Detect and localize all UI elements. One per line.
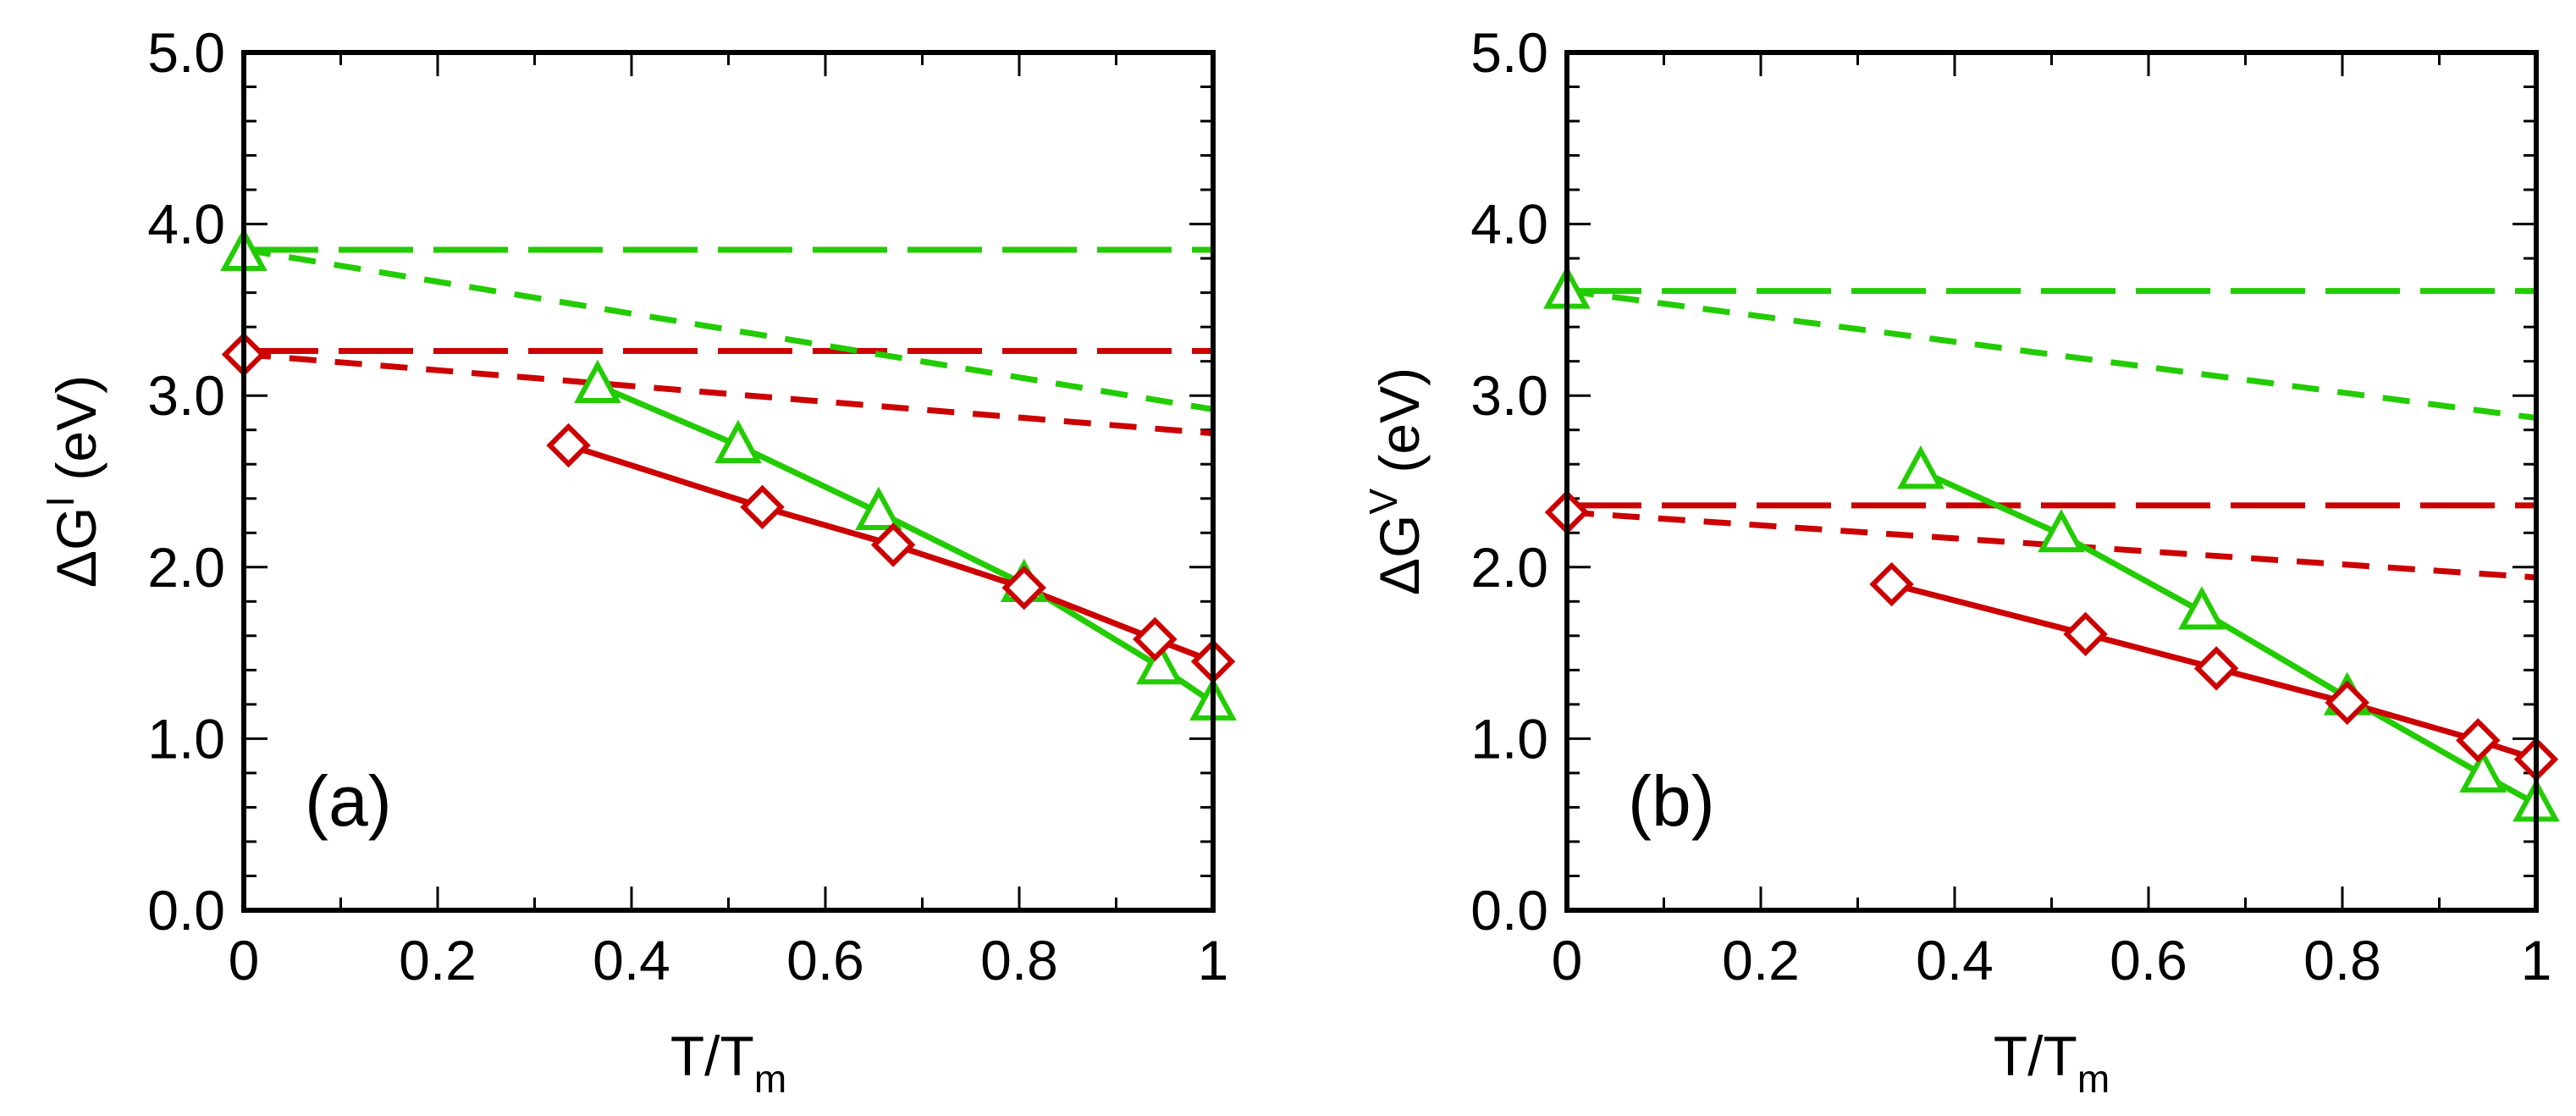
diamond-marker (2193, 646, 2239, 691)
x-tick-label: 0.4 (593, 929, 670, 992)
plot-area (1567, 288, 2536, 581)
y-axis-label: ΔGV (eV) (1361, 367, 1431, 595)
red-short-dash-line (1567, 509, 2536, 581)
panel-label: (b) (1628, 761, 1715, 841)
y-tick-label: 0.0 (1470, 879, 1548, 942)
x-tick-label: 0.6 (2110, 929, 2187, 992)
triangle-marker (574, 359, 621, 404)
plot-frame (1564, 50, 2539, 913)
x-tick-label: 0.8 (980, 929, 1058, 992)
x-axis-label: T/Tm (1994, 1025, 2110, 1101)
x-tick-label: 1 (2521, 929, 2552, 992)
triangle-marker (1136, 641, 1183, 685)
green-short-dash-line (1567, 288, 2536, 422)
y-tick-label: 1.0 (1470, 707, 1548, 770)
y-tick-label: 5.0 (147, 21, 225, 84)
green-short-dash-line (244, 246, 1213, 412)
diamond-marker (2063, 611, 2108, 657)
x-tick-label: 0 (1552, 929, 1583, 992)
y-tick-label: 4.0 (147, 193, 225, 256)
x-tick-label: 1 (1198, 929, 1229, 992)
y-tick-label: 2.0 (147, 536, 225, 599)
x-axis-label: T/Tm (670, 1025, 786, 1101)
panel-b: 0.0 1.0 2.0 3.0 4.0 5.0 0 0.2 0.4 0.6 0.8 1 T/Tm ΔGV … (1361, 21, 2560, 1101)
diamond-marker (1001, 565, 1046, 610)
triangle-marker (855, 486, 902, 530)
diamond-marker (740, 484, 785, 530)
x-tick-label: 0 (229, 929, 260, 992)
y-tick-label: 1.0 (147, 707, 225, 770)
y-axis-label: ΔGI (eV) (38, 375, 108, 588)
x-tick-label: 0.2 (1722, 929, 1800, 992)
panel-a: 0.0 1.0 2.0 3.0 4.0 5.0 0 0.2 0.4 0.6 0.8 1 T/Tm ΔGI … (38, 21, 1237, 1101)
x-tick-label: 0.6 (786, 929, 864, 992)
y-tick-label: 4.0 (1470, 193, 1548, 256)
diamond-marker (1133, 616, 1178, 662)
panel-label: (a) (305, 761, 392, 841)
y-tick-label: 0.0 (147, 879, 225, 942)
green-triangles-line (1919, 468, 2538, 807)
triangle-marker (2038, 509, 2085, 553)
diamond-marker (2325, 680, 2369, 726)
x-tick-label: 0.4 (1916, 929, 1994, 992)
triangle-marker (2459, 749, 2507, 793)
triangle-marker (2178, 586, 2226, 630)
diamond-marker (1869, 561, 1914, 607)
diamond-marker (546, 423, 591, 468)
y-tick-label: 3.0 (147, 364, 225, 427)
x-tick-label: 0.8 (2303, 929, 2381, 992)
plot-area (244, 246, 1213, 437)
diamond-marker (870, 522, 916, 567)
plot-frame (241, 50, 1216, 913)
triangle-marker (714, 419, 762, 463)
diamond-marker (2456, 718, 2501, 763)
red-short-dash-line (244, 351, 1213, 437)
triangle-marker (1897, 445, 1944, 489)
x-tick-label: 0.2 (399, 929, 477, 992)
y-tick-label: 5.0 (1470, 21, 1548, 84)
y-tick-label: 2.0 (1470, 536, 1548, 599)
y-tick-label: 3.0 (1470, 364, 1548, 427)
